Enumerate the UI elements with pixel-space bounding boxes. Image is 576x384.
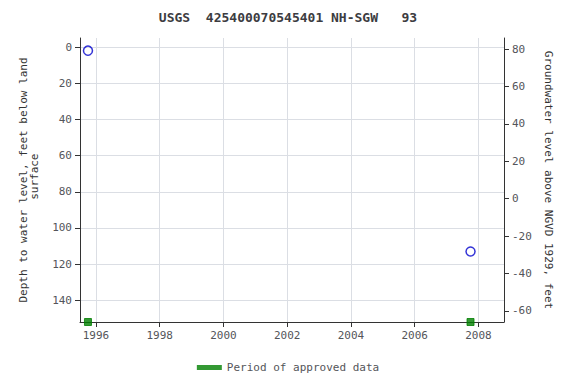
svg-text:40: 40 — [59, 113, 72, 126]
svg-text:Groundwater level above NGVD 1: Groundwater level above NGVD 1929, feet — [542, 51, 555, 309]
svg-text:40: 40 — [512, 117, 525, 130]
svg-text:80: 80 — [512, 43, 525, 56]
svg-text:Depth to water level, feet bel: Depth to water level, feet below land — [17, 57, 30, 303]
svg-text:Period of approved data: Period of approved data — [227, 361, 379, 374]
svg-text:120: 120 — [52, 258, 72, 271]
svg-text:2000: 2000 — [210, 329, 237, 342]
svg-text:20: 20 — [59, 77, 72, 90]
svg-text:60: 60 — [512, 80, 525, 93]
svg-text:80: 80 — [59, 185, 72, 198]
svg-text:2006: 2006 — [401, 329, 428, 342]
svg-text:60: 60 — [59, 149, 72, 162]
svg-text:2008: 2008 — [465, 329, 492, 342]
svg-text:20: 20 — [512, 155, 525, 168]
svg-text:1996: 1996 — [83, 329, 110, 342]
svg-text:100: 100 — [52, 221, 72, 234]
svg-text:surface: surface — [28, 154, 41, 207]
svg-text:USGS 425400070545401 NH-SGW: USGS 425400070545401 NH-SGW 93 — [159, 10, 417, 25]
svg-text:-20: -20 — [512, 230, 532, 243]
svg-text:-60: -60 — [512, 304, 532, 317]
svg-text:-40: -40 — [512, 267, 532, 280]
svg-text:1998: 1998 — [146, 329, 173, 342]
svg-text:140: 140 — [52, 294, 72, 307]
svg-text:0: 0 — [65, 41, 72, 54]
svg-text:0: 0 — [512, 192, 519, 205]
svg-text:2002: 2002 — [274, 329, 301, 342]
svg-text:2004: 2004 — [338, 329, 365, 342]
